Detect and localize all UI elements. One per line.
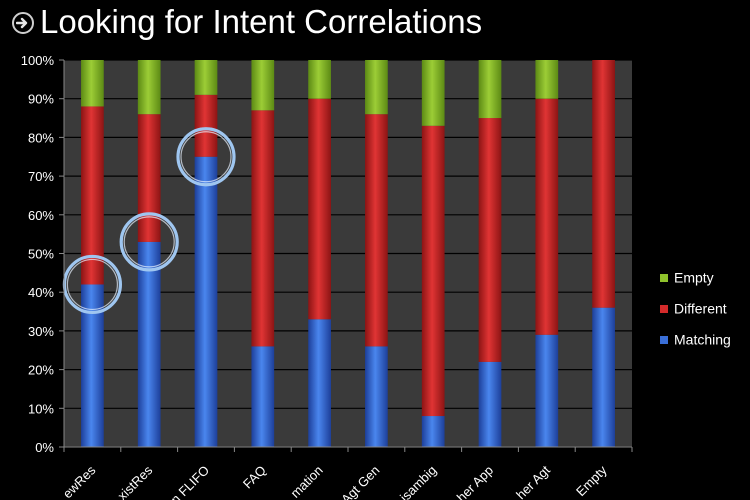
bar-empty-xistres (137, 60, 161, 115)
x-tick-label: Empty (573, 462, 610, 499)
x-axis: ewRes xistRes n FLIFO FAQ mation Agt Gen isamb… (60, 446, 633, 500)
bar-matching-isambig (421, 416, 445, 447)
bar-different-xistres (137, 114, 161, 242)
x-tick-label: n FLIFO (168, 463, 212, 500)
bar-empty-agt-gen (365, 60, 388, 115)
bar-empty-n-flifo (194, 60, 218, 95)
bar-empty-faq (251, 60, 275, 111)
bar-matching-faq (251, 346, 275, 447)
y-tick-label: 30% (28, 324, 54, 339)
bar-matching-ewres (81, 284, 104, 447)
bar-different-agt-gen (365, 114, 388, 347)
x-tick-label: xistRes (115, 462, 156, 500)
bar-different-n-flifo (194, 94, 218, 157)
x-tick-label: her App (454, 463, 496, 500)
y-tick-label: 0% (35, 440, 54, 455)
legend-label-empty: Empty (674, 270, 714, 286)
x-tick-label: mation (288, 463, 326, 500)
x-tick-label: FAQ (240, 463, 269, 492)
highlight-circle-n-flifo (176, 127, 236, 187)
bar-matching-her-app (478, 361, 502, 447)
bar-different-empty (592, 60, 615, 308)
slide-title-row: Looking for Intent Correlations (12, 2, 482, 42)
highlight-circle-inner (180, 131, 232, 183)
legend-label-matching: Matching (674, 332, 731, 348)
x-tick-label: isambig (397, 463, 439, 500)
x-tick-label: Agt Gen (338, 463, 382, 500)
bar-matching-empty (592, 307, 615, 447)
bar-different-mation (308, 98, 331, 320)
legend-label-different: Different (674, 301, 727, 317)
y-tick-label: 90% (28, 92, 54, 107)
bar-matching-agt-gen (365, 346, 388, 447)
bar-empty-her-app (478, 60, 502, 119)
bar-different-her-agt (535, 98, 559, 335)
bar-matching-her-agt (535, 334, 559, 447)
y-tick-label: 80% (28, 130, 54, 145)
bar-empty-ewres (81, 60, 104, 107)
bar-empty-mation (308, 60, 331, 99)
y-tick-label: 50% (28, 247, 54, 262)
bar-matching-n-flifo (194, 156, 218, 447)
bar-different-her-app (478, 118, 502, 362)
highlight-circle-xistres (119, 212, 179, 272)
slide-title: Looking for Intent Correlations (40, 3, 483, 40)
bars (81, 60, 615, 447)
legend-swatch-matching (660, 336, 668, 344)
bar-empty-her-agt (535, 60, 559, 99)
legend-swatch-empty (660, 274, 668, 282)
legend: Empty Different Matching (660, 270, 731, 348)
y-tick-label: 60% (28, 208, 54, 223)
y-tick-label: 20% (28, 363, 54, 378)
bar-different-isambig (421, 125, 445, 417)
x-tick-label: ewRes (60, 462, 99, 500)
y-tick-label: 40% (28, 285, 54, 300)
y-axis: 0% 10% 20% 30% 40% 50% 60% 70% 80% 90% 100% (21, 53, 65, 455)
arrow-bullet-icon (12, 12, 34, 34)
x-tick-label: her Agt (513, 462, 553, 500)
bar-empty-isambig (421, 60, 445, 126)
bar-matching-mation (308, 319, 331, 447)
highlight-circle-inner (66, 258, 119, 311)
bar-different-faq (251, 110, 275, 347)
bar-different-ewres (81, 106, 104, 285)
y-tick-label: 100% (21, 53, 55, 68)
y-tick-label: 10% (28, 401, 54, 416)
legend-swatch-different (660, 305, 668, 313)
y-tick-label: 70% (28, 169, 54, 184)
bar-matching-xistres (137, 241, 161, 447)
highlight-circle-inner (123, 216, 175, 268)
